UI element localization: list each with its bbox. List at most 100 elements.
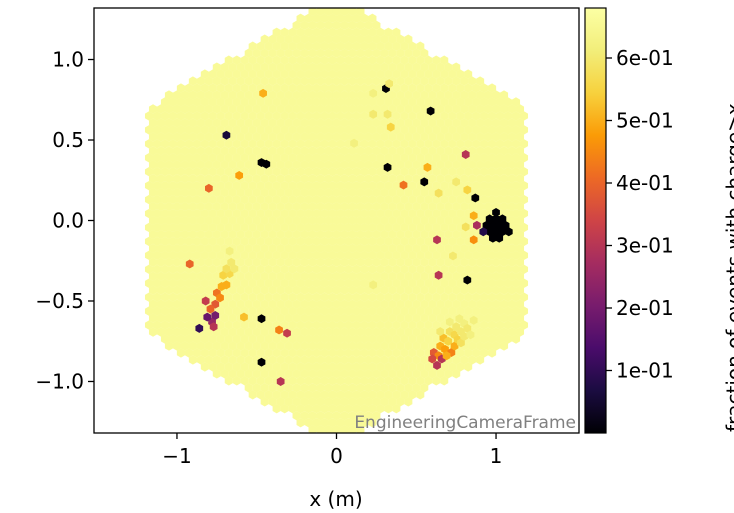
camera-pixel xyxy=(487,139,497,149)
camera-pixel xyxy=(499,146,509,156)
camera-pixel xyxy=(224,55,233,65)
camera-pixel xyxy=(260,257,269,268)
camera-pixel xyxy=(324,104,333,114)
camera-pixel xyxy=(304,167,313,177)
camera-pixel xyxy=(336,27,345,37)
camera-pixel xyxy=(507,271,517,281)
camera-pixel xyxy=(495,292,505,302)
camera-pixel xyxy=(296,278,305,288)
camera-pixel xyxy=(372,146,381,156)
camera-pixel xyxy=(372,201,381,212)
camera-pixel xyxy=(392,167,401,177)
camera-pixel xyxy=(456,69,465,79)
camera-pixel xyxy=(388,243,397,254)
camera-pixel xyxy=(384,250,393,261)
camera-pixel xyxy=(208,83,217,93)
camera-pixel xyxy=(300,355,309,365)
camera-pixel xyxy=(260,341,269,351)
camera-pixel xyxy=(400,125,409,135)
camera-pixel xyxy=(248,362,257,372)
camera-pixel xyxy=(320,278,329,288)
camera-pixel xyxy=(292,48,301,58)
camera-pixel xyxy=(232,111,241,121)
camera-pixel xyxy=(316,369,325,379)
camera-pixel xyxy=(248,320,257,330)
camera-pixel xyxy=(204,271,213,281)
y-tick-label: 1.0 xyxy=(52,48,84,72)
camera-pixel xyxy=(420,215,429,226)
camera-pixel xyxy=(444,104,453,114)
camera-pixel xyxy=(388,187,397,198)
camera-pixel xyxy=(184,153,193,163)
camera-pixel xyxy=(332,285,341,295)
camera-pixel xyxy=(156,327,166,337)
camera-pixel xyxy=(188,313,197,323)
camera-pixel xyxy=(148,160,158,170)
camera-pixel xyxy=(308,48,317,58)
camera-pixel xyxy=(340,34,349,44)
camera-pixel xyxy=(296,250,305,261)
camera-pixel xyxy=(144,236,154,247)
camera-pixel xyxy=(180,313,190,323)
camera-pixel xyxy=(308,243,317,254)
camera-pixel xyxy=(164,173,174,184)
camera-pixel xyxy=(487,180,497,191)
camera-pixel xyxy=(200,264,209,274)
camera-pixel xyxy=(376,404,385,414)
camera-pixel xyxy=(460,104,469,114)
hot-pixel xyxy=(504,227,513,237)
camera-pixel xyxy=(152,167,162,177)
camera-pixel xyxy=(304,153,313,163)
camera-pixel xyxy=(300,215,309,226)
camera-pixel xyxy=(328,404,337,414)
camera-pixel xyxy=(428,146,437,156)
camera-pixel xyxy=(416,139,425,149)
camera-pixel xyxy=(384,194,393,205)
camera-pixel xyxy=(188,76,197,86)
camera-pixel xyxy=(228,299,237,309)
camera-pixel xyxy=(276,313,285,323)
camera-pixel xyxy=(396,257,405,268)
camera-pixel xyxy=(340,410,349,421)
camera-pixel xyxy=(444,271,453,281)
camera-pixel xyxy=(236,229,245,240)
camera-pixel xyxy=(304,27,313,37)
hot-pixel xyxy=(201,296,210,306)
camera-pixel xyxy=(372,271,381,281)
camera-pixel xyxy=(368,139,377,149)
camera-pixel xyxy=(228,173,237,184)
camera-pixel xyxy=(216,111,225,121)
camera-pixel xyxy=(288,222,297,233)
camera-pixel xyxy=(460,173,469,184)
camera-pixel xyxy=(499,118,509,128)
camera-pixel xyxy=(244,160,253,170)
camera-pixel xyxy=(212,229,221,240)
camera-pixel xyxy=(396,62,405,72)
camera-pixel xyxy=(184,222,193,233)
camera-pixel xyxy=(292,383,301,393)
camera-pixel xyxy=(232,236,241,247)
camera-pixel xyxy=(180,132,190,142)
camera-pixel xyxy=(152,306,162,316)
camera-pixel xyxy=(348,341,357,351)
camera-pixel xyxy=(188,243,197,254)
camera-pixel xyxy=(404,341,413,351)
camera-pixel xyxy=(320,83,329,93)
camera-pixel xyxy=(148,327,158,337)
camera-pixel xyxy=(392,362,401,372)
camera-pixel xyxy=(448,97,457,107)
camera-pixel xyxy=(332,369,341,379)
camera-pixel xyxy=(412,118,421,128)
camera-pixel xyxy=(308,285,317,295)
camera-pixel xyxy=(280,180,289,191)
x-tick-label: 0 xyxy=(330,444,343,468)
camera-pixel xyxy=(248,41,257,51)
camera-pixel xyxy=(499,257,509,268)
camera-pixel xyxy=(184,348,193,358)
camera-pixel xyxy=(236,215,245,226)
camera-pixel xyxy=(280,348,289,358)
camera-pixel xyxy=(503,306,513,316)
camera-pixel xyxy=(288,139,297,149)
camera-pixel xyxy=(152,250,162,261)
camera-pixel xyxy=(416,194,425,205)
